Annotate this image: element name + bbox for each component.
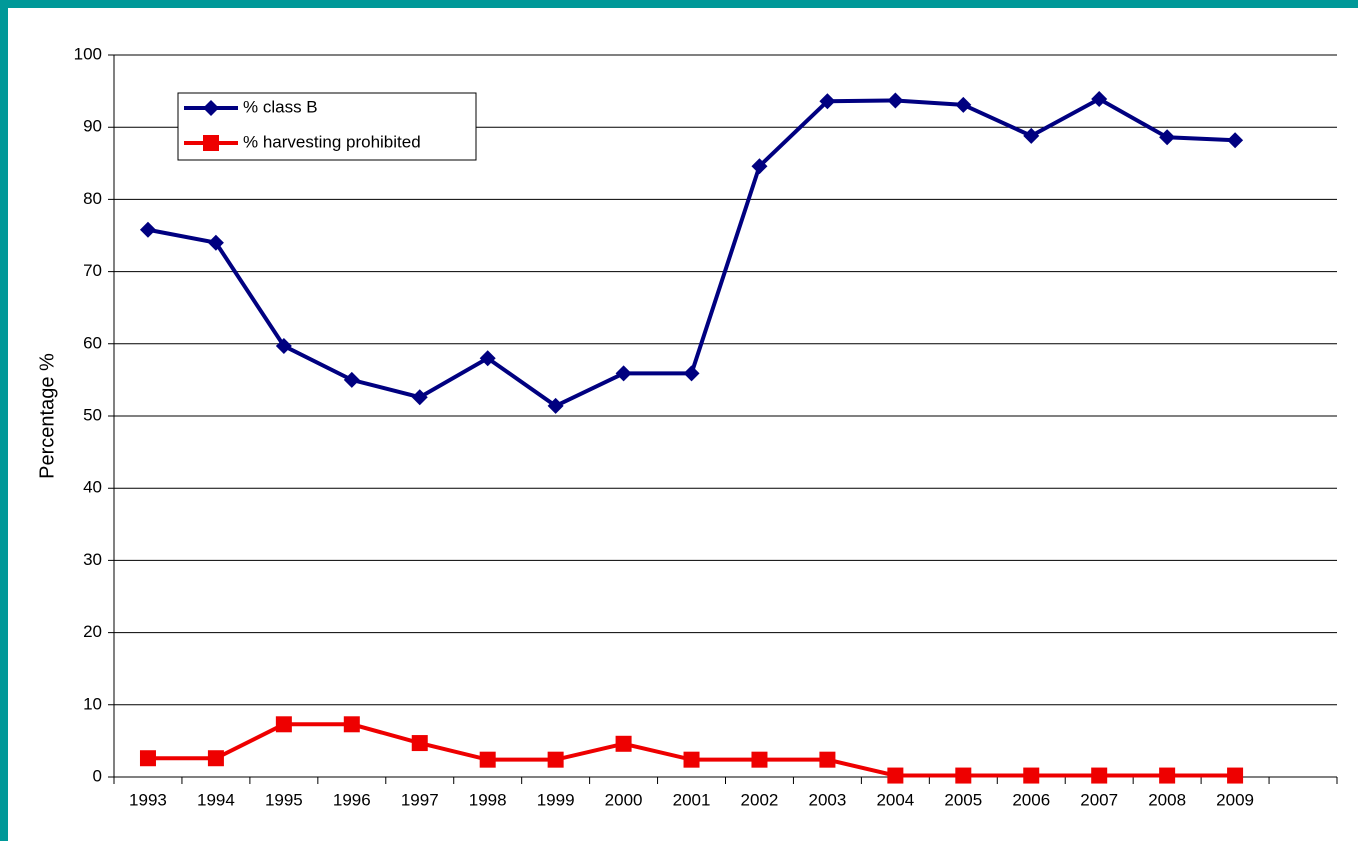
y-tick-label: 100 [74, 44, 102, 63]
point [547, 751, 564, 768]
point [887, 767, 904, 784]
point [955, 767, 972, 784]
point [139, 750, 156, 767]
y-tick-label: 60 [83, 333, 102, 352]
x-tick-label: 2006 [1012, 790, 1050, 809]
legend-label: % class B [243, 97, 318, 116]
y-tick-label: 80 [83, 189, 102, 208]
y-axis-label: Percentage % [36, 353, 58, 479]
x-tick-label: 2007 [1080, 790, 1118, 809]
point [683, 751, 700, 768]
y-tick-label: 50 [83, 405, 102, 424]
point [887, 92, 904, 109]
frame-top [0, 0, 1358, 8]
point [411, 389, 428, 406]
y-tick-label: 40 [83, 478, 102, 497]
x-tick-label: 2004 [876, 790, 914, 809]
x-tick-label: 1994 [197, 790, 235, 809]
point [1023, 127, 1040, 144]
x-tick-label: 1995 [265, 790, 303, 809]
x-tick-label: 2009 [1216, 790, 1254, 809]
y-tick-label: 20 [83, 622, 102, 641]
point [203, 135, 219, 151]
x-tick-label: 1999 [537, 790, 575, 809]
point [615, 365, 632, 382]
point [1091, 767, 1108, 784]
point [547, 397, 564, 414]
point [615, 735, 632, 752]
point [343, 716, 360, 733]
point [275, 716, 292, 733]
series-line [147, 722, 1236, 778]
x-tick-label: 1996 [333, 790, 371, 809]
legend-box [177, 92, 477, 161]
x-tick-label: 2005 [944, 790, 982, 809]
point [203, 100, 219, 116]
frame-left [0, 0, 8, 841]
point [479, 751, 496, 768]
x-tick-label: 1997 [401, 790, 439, 809]
x-tick-label: 2008 [1148, 790, 1186, 809]
y-tick-label: 90 [83, 117, 102, 136]
x-tick-label: 2002 [741, 790, 779, 809]
point [207, 234, 224, 251]
point [819, 751, 836, 768]
x-tick-label: 2000 [605, 790, 643, 809]
point [343, 371, 360, 388]
point [819, 93, 836, 110]
point [411, 735, 428, 752]
point [1227, 132, 1244, 149]
y-tick-label: 30 [83, 550, 102, 569]
point [1227, 767, 1244, 784]
x-tick-label: 1993 [129, 790, 167, 809]
point [751, 751, 768, 768]
point [1023, 767, 1040, 784]
x-tick-label: 2001 [673, 790, 711, 809]
point [479, 350, 496, 367]
point [139, 221, 156, 238]
point [683, 365, 700, 382]
x-tick-label: 1998 [469, 790, 507, 809]
point [955, 96, 972, 113]
y-tick-label: 10 [83, 694, 102, 713]
point [275, 337, 292, 354]
y-tick-label: 0 [93, 766, 102, 785]
y-tick-label: 70 [83, 261, 102, 280]
legend-label: % harvesting prohibited [243, 132, 421, 151]
point [1159, 129, 1176, 146]
point [1091, 91, 1108, 108]
point [207, 750, 224, 767]
point [1159, 767, 1176, 784]
point [751, 158, 768, 175]
x-tick-label: 2003 [809, 790, 847, 809]
